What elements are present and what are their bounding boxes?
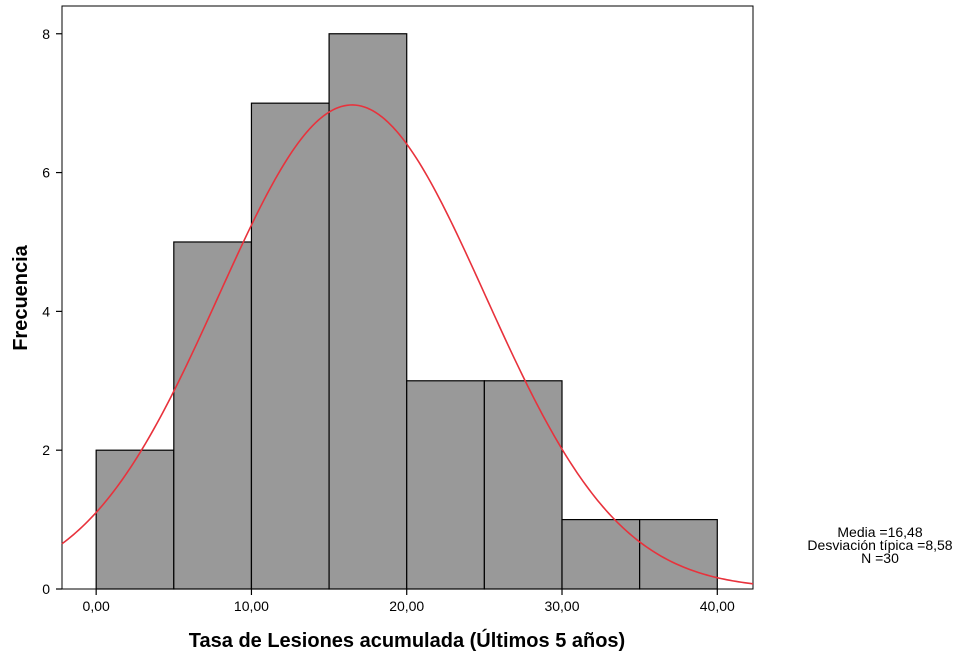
x-tick-label: 30,00 (544, 598, 579, 614)
y-axis: 0 2 4 6 8 (42, 26, 62, 597)
y-tick-label: 0 (42, 581, 50, 597)
y-tick-label: 2 (42, 442, 50, 458)
y-tick-label: 4 (42, 303, 50, 319)
x-tick-label: 20,00 (389, 598, 424, 614)
x-tick-label: 0,00 (83, 598, 110, 614)
x-tick-label: 10,00 (234, 598, 269, 614)
y-tick-label: 6 (42, 165, 50, 181)
histogram-bar-7 (561, 518, 641, 590)
histogram-bar-8 (639, 518, 718, 590)
sd-label: Desviación típica =8,58 (807, 537, 953, 553)
n-label: N =30 (861, 550, 899, 566)
histogram-bar-2 (173, 241, 253, 590)
histogram-bar-5 (406, 380, 485, 590)
histogram-bar-4 (328, 33, 408, 590)
histogram-bar-3 (250, 102, 330, 590)
x-axis-title: Tasa de Lesiones acumulada (Últimos 5 añ… (189, 628, 625, 652)
stats-box: Media =16,48 Desviación típica =8,58 N =… (790, 524, 970, 566)
x-axis: 0,00 10,00 20,00 30,00 40,00 (83, 589, 735, 614)
y-tick-label: 8 (42, 26, 50, 42)
histogram-bar-1 (95, 449, 175, 590)
bars-group (95, 33, 718, 590)
x-tick-label: 40,00 (700, 598, 735, 614)
histogram-bar-6 (483, 380, 563, 590)
y-axis-title: Frecuencia (10, 244, 32, 350)
mean-label: Media =16,48 (837, 524, 923, 540)
normal-curve (61, 104, 754, 585)
